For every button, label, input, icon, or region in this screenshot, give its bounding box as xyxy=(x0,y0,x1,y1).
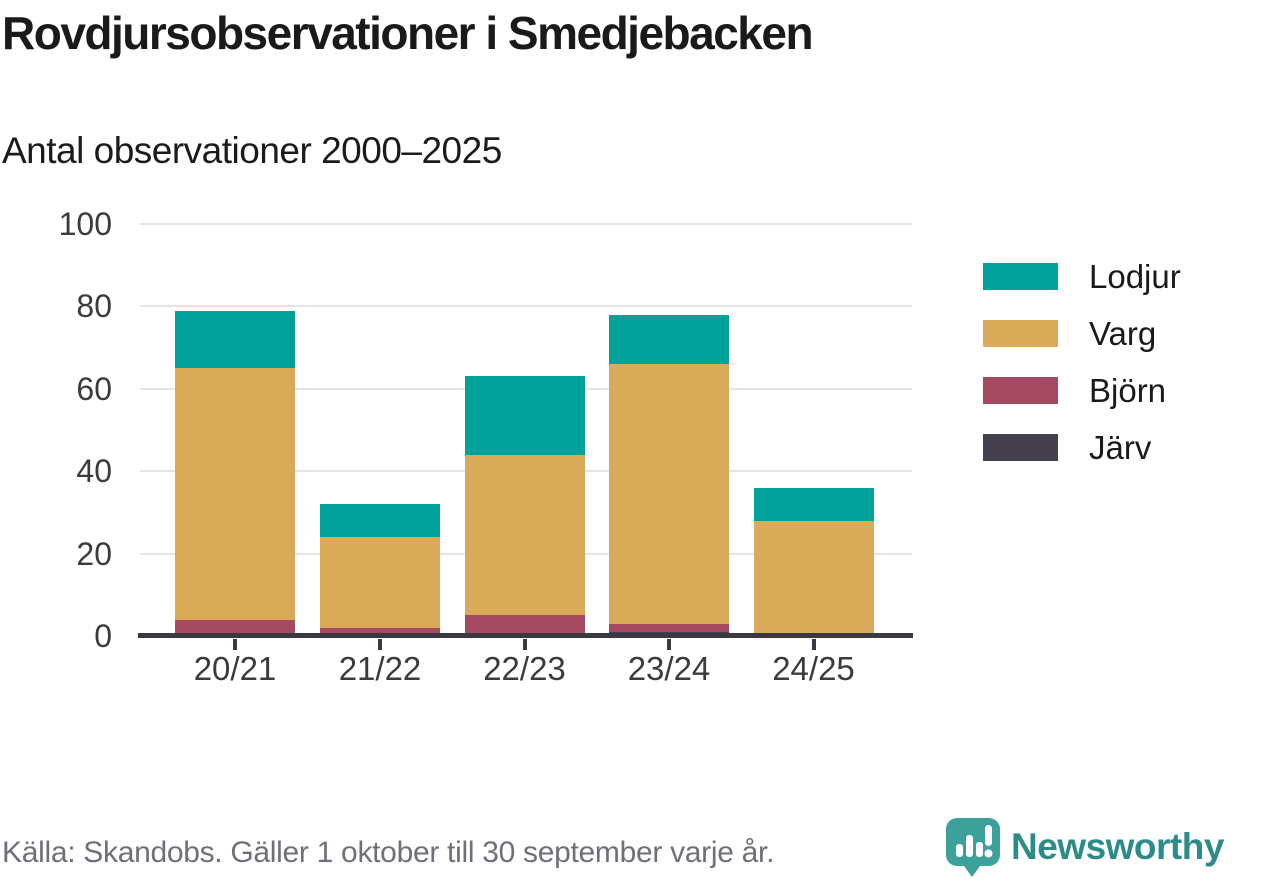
bar-segment-lodjur xyxy=(753,487,874,521)
gridline xyxy=(140,223,912,225)
chart-title: Rovdjursobservationer i Smedjebacken xyxy=(2,7,814,59)
source-note: Källa: Skandobs. Gäller 1 oktober till 3… xyxy=(2,836,775,869)
y-tick-label: 0 xyxy=(94,618,112,654)
legend-item-varg: Varg xyxy=(983,315,1181,352)
bar-segment-varg xyxy=(464,454,585,616)
chart-subtitle: Antal observationer 2000–2025 xyxy=(2,130,502,171)
newsworthy-icon xyxy=(946,818,1000,877)
x-tick-label: 22/23 xyxy=(483,650,566,687)
y-tick-label: 60 xyxy=(76,370,112,407)
y-tick-label: 40 xyxy=(76,453,112,490)
x-tick-label: 21/22 xyxy=(338,650,422,687)
legend-label: Järv xyxy=(1089,428,1152,466)
y-axis: 0 20 40 60 80 100 xyxy=(0,206,112,654)
legend-label: Björn xyxy=(1089,371,1167,409)
x-axis-tick xyxy=(522,639,527,650)
brand-logo: Newsworthy xyxy=(944,816,1224,877)
legend-item-lodjur: Lodjur xyxy=(983,258,1181,295)
legend-label: Lodjur xyxy=(1089,257,1181,295)
legend-swatch xyxy=(983,263,1058,290)
legend-swatch xyxy=(983,377,1058,404)
gridline xyxy=(140,305,912,308)
bar-segment-björn xyxy=(609,623,729,632)
bar-segment-björn xyxy=(320,627,440,636)
x-axis-tick xyxy=(811,639,816,650)
bar-segment-lodjur xyxy=(320,504,440,538)
y-tick-label: 80 xyxy=(76,288,112,325)
bar-segment-lodjur xyxy=(609,314,729,365)
x-tick-label: 20/21 xyxy=(193,650,277,687)
bar-segment-varg xyxy=(609,364,729,624)
x-axis-tick xyxy=(233,639,237,650)
x-tick-label: 24/25 xyxy=(772,650,855,687)
x-axis-line xyxy=(138,633,913,638)
legend-item-järv: Järv xyxy=(983,429,1181,466)
brand-name: Newsworthy xyxy=(1011,825,1224,867)
bar-segment-lodjur xyxy=(464,376,585,455)
legend-swatch xyxy=(983,434,1058,461)
plot-area: 20/21 21/22 22/23 23/24 24/25 xyxy=(138,223,913,687)
bar-segment-björn xyxy=(175,619,295,636)
bar-segment-lodjur xyxy=(175,310,295,369)
bar-segment-björn xyxy=(464,615,585,636)
x-axis-tick xyxy=(378,639,382,650)
x-tick-label: 23/24 xyxy=(627,650,711,687)
legend-label: Varg xyxy=(1089,314,1157,352)
bar-segment-varg xyxy=(753,520,874,636)
bar-segment-varg xyxy=(175,368,295,620)
legend-item-björn: Björn xyxy=(983,372,1181,409)
x-axis-tick xyxy=(667,639,671,650)
bar-segment-varg xyxy=(320,537,440,628)
y-tick-label: 100 xyxy=(58,206,112,242)
y-tick-label: 20 xyxy=(76,535,112,572)
legend-swatch xyxy=(983,320,1058,347)
legend: Lodjur Varg Björn Järv xyxy=(983,258,1181,491)
